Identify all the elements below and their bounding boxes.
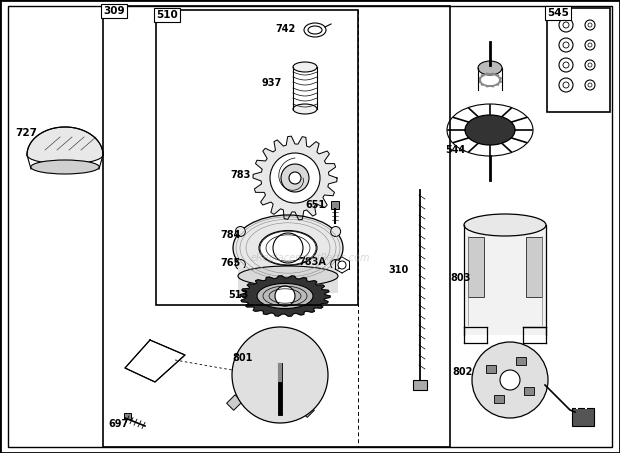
Ellipse shape — [233, 215, 343, 281]
Circle shape — [246, 371, 254, 379]
Polygon shape — [485, 73, 490, 75]
Circle shape — [338, 261, 346, 269]
Circle shape — [273, 233, 303, 263]
Polygon shape — [490, 73, 495, 75]
Circle shape — [330, 226, 340, 236]
Bar — [238, 268, 338, 293]
Text: 765: 765 — [220, 258, 241, 268]
Ellipse shape — [308, 26, 322, 34]
Bar — [547, 8, 610, 112]
Text: 545: 545 — [547, 8, 569, 18]
Circle shape — [500, 370, 520, 390]
Bar — [572, 408, 594, 426]
Polygon shape — [481, 83, 485, 85]
Bar — [331, 201, 339, 209]
Polygon shape — [498, 77, 502, 80]
Text: 727: 727 — [15, 128, 37, 138]
Ellipse shape — [31, 160, 99, 174]
Circle shape — [306, 371, 314, 379]
Circle shape — [330, 260, 340, 270]
Ellipse shape — [238, 266, 338, 286]
Bar — [494, 395, 504, 403]
Polygon shape — [479, 77, 481, 80]
Polygon shape — [495, 83, 498, 85]
Polygon shape — [125, 340, 185, 382]
Circle shape — [276, 401, 284, 409]
Text: 513: 513 — [228, 290, 248, 300]
Text: 544: 544 — [445, 145, 465, 155]
Text: 803: 803 — [450, 273, 471, 283]
Ellipse shape — [293, 62, 317, 72]
Bar — [103, 6, 450, 447]
Bar — [156, 10, 358, 305]
Circle shape — [236, 226, 246, 236]
Ellipse shape — [293, 104, 317, 114]
Text: 510: 510 — [156, 10, 178, 20]
Text: 651: 651 — [305, 200, 326, 210]
Ellipse shape — [465, 115, 515, 145]
Bar — [524, 387, 534, 395]
Ellipse shape — [257, 284, 313, 308]
Polygon shape — [479, 80, 481, 83]
Circle shape — [276, 341, 284, 349]
Bar — [413, 380, 427, 390]
Polygon shape — [498, 80, 502, 83]
Ellipse shape — [259, 231, 317, 265]
Polygon shape — [481, 75, 485, 77]
Bar — [486, 365, 496, 373]
Text: 802: 802 — [452, 367, 472, 377]
Circle shape — [236, 260, 246, 270]
Text: 801: 801 — [232, 353, 252, 363]
Bar — [516, 357, 526, 365]
Circle shape — [275, 286, 295, 306]
Polygon shape — [253, 136, 337, 220]
Text: 937: 937 — [262, 78, 282, 88]
Circle shape — [270, 153, 320, 203]
Bar — [227, 395, 242, 410]
Bar — [124, 413, 131, 419]
Text: 309: 309 — [103, 6, 125, 16]
Text: 310: 310 — [388, 265, 408, 275]
Bar — [464, 225, 546, 335]
Polygon shape — [490, 85, 495, 87]
Polygon shape — [27, 127, 103, 155]
Polygon shape — [240, 276, 330, 316]
Circle shape — [472, 342, 548, 418]
Text: eReplacementParts.com: eReplacementParts.com — [250, 253, 370, 263]
Text: 783: 783 — [230, 170, 250, 180]
Bar — [468, 237, 484, 297]
Text: 783A: 783A — [298, 257, 326, 267]
Bar — [299, 402, 314, 417]
Circle shape — [281, 164, 309, 192]
Bar — [526, 237, 542, 297]
Ellipse shape — [27, 146, 103, 164]
Text: 697: 697 — [108, 419, 128, 429]
Circle shape — [232, 327, 328, 423]
Text: 742: 742 — [275, 24, 295, 34]
Polygon shape — [485, 85, 490, 87]
Polygon shape — [495, 75, 498, 77]
Ellipse shape — [478, 61, 502, 75]
Text: 784: 784 — [220, 230, 241, 240]
Circle shape — [289, 172, 301, 184]
Ellipse shape — [464, 214, 546, 236]
